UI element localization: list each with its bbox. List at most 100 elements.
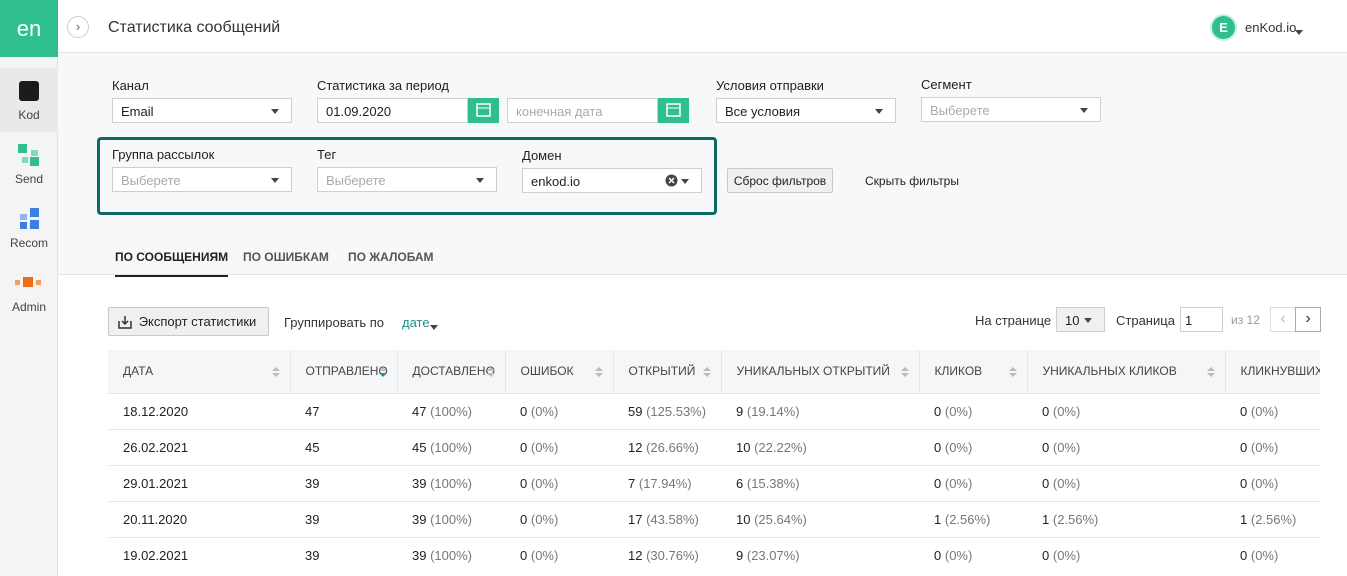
menu-send[interactable]: Send bbox=[0, 132, 58, 196]
cell-percent: (15.38%) bbox=[746, 475, 800, 491]
column-header[interactable]: ДАТА bbox=[108, 350, 291, 393]
sort-icon[interactable] bbox=[271, 366, 280, 378]
group-select[interactable]: Выберете bbox=[112, 167, 292, 192]
export-button[interactable]: Экспорт статистики bbox=[108, 307, 269, 336]
tab[interactable]: ПО ОШИБКАМ bbox=[243, 250, 329, 264]
clear-icon[interactable] bbox=[665, 174, 678, 187]
sort-icon[interactable] bbox=[378, 366, 387, 378]
cell-percent: (19.14%) bbox=[746, 403, 800, 419]
table-cell: 19.02.2021 bbox=[108, 536, 290, 573]
page-title: Статистика сообщений bbox=[108, 19, 281, 36]
per-page-select[interactable]: 10 bbox=[1056, 307, 1105, 332]
tab[interactable]: ПО ЖАЛОБАМ bbox=[348, 250, 434, 264]
sort-icon[interactable] bbox=[486, 366, 495, 378]
cell-percent: (0%) bbox=[1250, 439, 1279, 455]
column-header[interactable]: УНИКАЛЬНЫХ КЛИКОВ bbox=[1027, 350, 1226, 393]
sort-icon[interactable] bbox=[900, 366, 909, 378]
table-row: 20.11.2020 39 39 (100%) 0 (0%) 17 (43.58%) 10… bbox=[108, 500, 1320, 537]
table-cell: 47 bbox=[290, 392, 397, 429]
sort-icon[interactable] bbox=[1008, 366, 1017, 378]
user-menu[interactable]: enKod.io bbox=[1245, 20, 1315, 35]
channel-select[interactable]: Email bbox=[112, 98, 292, 123]
menu-admin[interactable]: Admin bbox=[0, 260, 58, 324]
table-cell: 12 (26.66%) bbox=[613, 428, 721, 465]
start-date[interactable]: 01.09.2020 bbox=[317, 98, 468, 123]
column-header[interactable]: КЛИКОВ bbox=[919, 350, 1028, 393]
highlight-box bbox=[97, 137, 717, 215]
cell-percent: (100%) bbox=[430, 547, 473, 563]
menu-kod[interactable]: Kod bbox=[0, 68, 58, 132]
table-cell: 10 (25.64%) bbox=[721, 500, 919, 537]
cell-value: 10 bbox=[736, 439, 751, 455]
column-header[interactable]: ОШИБОК bbox=[505, 350, 614, 393]
column-header[interactable]: ОТПРАВЛЕНО bbox=[290, 350, 398, 393]
column-header[interactable]: ОТКРЫТИЙ bbox=[613, 350, 722, 393]
sort-icon[interactable] bbox=[1206, 366, 1215, 378]
logo[interactable]: en bbox=[0, 0, 58, 57]
prev-page[interactable]: ‹ bbox=[1270, 307, 1296, 332]
cell-value: 9 bbox=[736, 403, 744, 419]
cell-percent: (0%) bbox=[530, 511, 559, 527]
cell-percent: (23.07%) bbox=[746, 547, 800, 563]
cell-value: 12 bbox=[628, 439, 643, 455]
cell-value: 0 bbox=[934, 403, 942, 419]
table-row: 29.01.2021 39 39 (100%) 0 (0%) 7 (17.94%) 6 (… bbox=[108, 464, 1320, 501]
avatar[interactable]: E bbox=[1210, 14, 1237, 41]
sort-icon[interactable] bbox=[702, 366, 711, 378]
table-cell: 10 (22.22%) bbox=[721, 428, 919, 465]
table-cell: 0 (0%) bbox=[1027, 428, 1225, 465]
table-cell: 12 (30.76%) bbox=[613, 536, 721, 573]
calendar-button[interactable] bbox=[658, 98, 689, 123]
page-input[interactable]: 1 bbox=[1180, 307, 1223, 332]
cell-value: 9 bbox=[736, 547, 744, 563]
toggle-sidebar[interactable]: › bbox=[67, 16, 89, 38]
menu-recom[interactable]: Recom bbox=[0, 196, 58, 260]
table-cell: 17 (43.58%) bbox=[613, 500, 721, 537]
group-by-select[interactable]: дате bbox=[402, 315, 450, 330]
cell-value: 0 bbox=[520, 511, 528, 527]
segment-select[interactable]: Выберете bbox=[921, 97, 1101, 122]
column-header[interactable]: ДОСТАВЛЕНО bbox=[397, 350, 506, 393]
cell-value: 0 bbox=[1240, 439, 1248, 455]
column-header[interactable]: КЛИКНУВШИХ bbox=[1225, 350, 1320, 393]
filter-label: Группа рассылок bbox=[112, 147, 215, 162]
next-page[interactable]: › bbox=[1295, 307, 1321, 332]
cell-percent: (2.56%) bbox=[1052, 511, 1099, 527]
cell-value: 0 bbox=[1042, 547, 1050, 563]
cell-percent: (100%) bbox=[430, 475, 473, 491]
cell-percent: (0%) bbox=[1052, 547, 1081, 563]
tag-select[interactable]: Выберете bbox=[317, 167, 497, 192]
filter-label: Домен bbox=[522, 148, 562, 163]
tab-active[interactable]: ПО СООБЩЕНИЯМ bbox=[115, 250, 229, 277]
cell-value: 7 bbox=[628, 475, 636, 491]
end-date[interactable]: конечная дата bbox=[507, 98, 658, 123]
cell-value: 39 bbox=[412, 511, 427, 527]
hide-filters[interactable]: Скрыть фильтры bbox=[865, 174, 959, 188]
menu-label: Kod bbox=[18, 108, 40, 122]
column-title: УНИКАЛЬНЫХ КЛИКОВ bbox=[1042, 364, 1177, 379]
cell-percent: (0%) bbox=[944, 475, 973, 491]
cell-value: 59 bbox=[628, 403, 643, 419]
cell-percent: (0%) bbox=[1052, 475, 1081, 491]
menu-label: Recom bbox=[9, 236, 48, 250]
table-cell: 0 (0%) bbox=[505, 392, 613, 429]
cell-value: 0 bbox=[934, 439, 942, 455]
cell-value: 1 bbox=[934, 511, 942, 527]
stats-table: ДАТА ОТПРАВЛЕНО ДОСТАВЛЕНО ОШИБОК ОТКРЫТИЙ УН… bbox=[108, 350, 1320, 573]
table-cell: 29.01.2021 bbox=[108, 464, 290, 501]
column-title: КЛИКОВ bbox=[934, 364, 983, 379]
calendar-button[interactable] bbox=[468, 98, 499, 123]
reset-filters[interactable]: Сброс фильтров bbox=[727, 168, 833, 193]
table-cell: 0 (0%) bbox=[1225, 392, 1320, 429]
sort-icon[interactable] bbox=[594, 366, 603, 378]
column-header[interactable]: УНИКАЛЬНЫХ ОТКРЫТИЙ bbox=[721, 350, 920, 393]
icon bbox=[19, 81, 39, 101]
cell-percent: (0%) bbox=[530, 475, 559, 491]
conditions-select[interactable]: Все условия bbox=[716, 98, 896, 123]
table-cell: 0 (0%) bbox=[919, 464, 1027, 501]
table-wrap: ДАТА ОТПРАВЛЕНО ДОСТАВЛЕНО ОШИБОК ОТКРЫТИЙ УН… bbox=[108, 350, 1320, 576]
cell-value: 0 bbox=[934, 475, 942, 491]
cell-percent: (2.56%) bbox=[944, 511, 991, 527]
table-cell: 0 (0%) bbox=[1027, 464, 1225, 501]
table-row: 19.02.2021 39 39 (100%) 0 (0%) 12 (30.76%) 9 … bbox=[108, 536, 1320, 573]
